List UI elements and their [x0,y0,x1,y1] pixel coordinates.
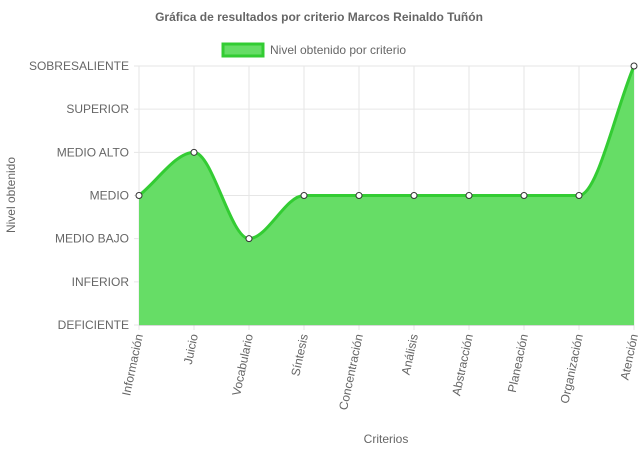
y-tick-label: DEFICIENTE [58,318,129,332]
series-line [138,65,636,241]
y-tick-label: INFERIOR [72,275,130,289]
x-axis-ticks: Información Juicio Vocabulario Síntesis Conc… [119,332,639,411]
x-tick-label: Síntesis [288,333,311,378]
x-tick-label: Organización [558,333,586,405]
x-tick-label: Concentración [336,333,366,412]
x-tick-label: Vocabulario [229,332,256,397]
data-point[interactable] [135,192,143,199]
data-point[interactable] [190,148,198,156]
y-tick-label: SUPERIOR [66,102,129,116]
y-axis-label: Nivel obtenido [4,157,18,233]
data-point[interactable] [520,192,528,199]
data-point[interactable] [410,192,418,199]
data-point[interactable] [575,192,583,199]
data-points [135,62,638,243]
y-tick-label: MEDIO [90,189,129,203]
y-tick-label: MEDIO ALTO [57,145,129,159]
x-tick-label: Atención [618,333,639,382]
y-tick-label: MEDIO BAJO [55,232,129,246]
x-tick-label: Análisis [399,333,421,376]
x-tick-label: Información [119,333,146,397]
legend-swatch [221,42,265,58]
data-point[interactable] [355,192,363,199]
chart-title: Gráfica de resultados por criterio Marco… [155,10,483,24]
data-point[interactable] [630,62,638,70]
data-point[interactable] [465,192,473,199]
data-point[interactable] [300,192,308,199]
legend-label: Nivel obtenido por criterio [270,43,406,57]
y-tick-label: SOBRESALIENTE [29,59,129,73]
x-tick-label: Planeación [505,333,531,394]
legend[interactable]: Nivel obtenido por criterio [221,42,406,58]
x-tick-label: Juicio [181,332,201,365]
x-axis-label: Criterios [364,432,409,446]
x-tick-label: Abstracción [449,333,476,397]
y-axis-ticks: DEFICIENTE INFERIOR MEDIO BAJO MEDIO MEDIO A… [29,59,129,332]
data-point[interactable] [245,235,253,243]
